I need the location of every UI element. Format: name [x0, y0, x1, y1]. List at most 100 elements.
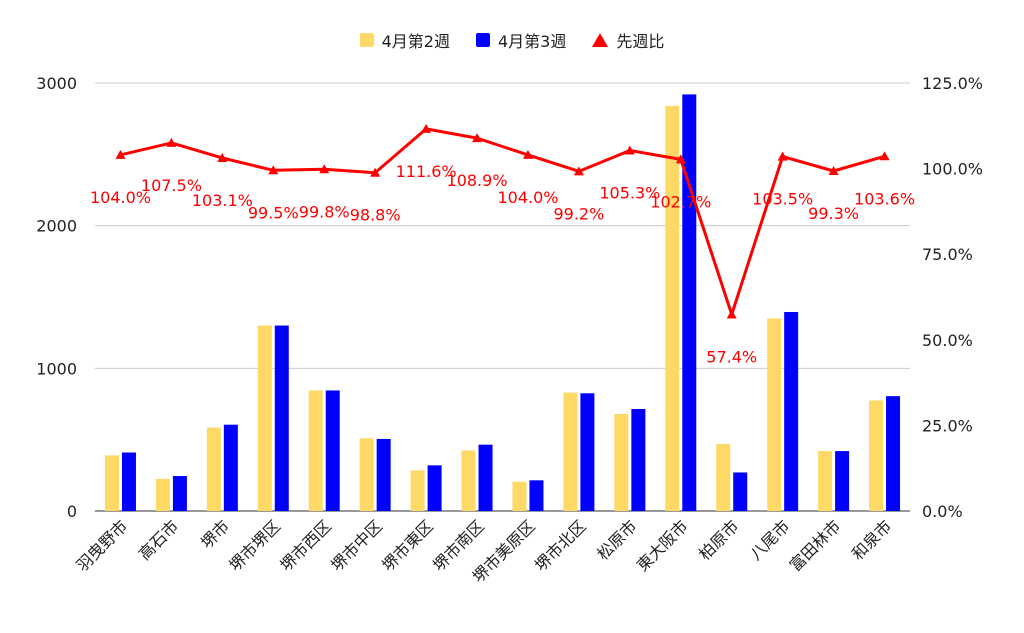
bar-week3	[631, 408, 646, 511]
bar-week3	[529, 480, 544, 511]
ratio-marker	[675, 154, 686, 164]
ratio-data-label: 103.5%	[752, 190, 813, 209]
ratio-data-label: 107.5%	[141, 176, 202, 195]
category-label: 堺市東区	[378, 516, 437, 575]
ratio-marker	[828, 165, 839, 175]
right-axis-tick-label: 100.0%	[922, 160, 983, 179]
left-axis-tick-label: 3000	[36, 74, 77, 93]
bar-week3	[478, 444, 493, 511]
ratio-marker	[421, 123, 432, 133]
bar-week3	[376, 438, 391, 511]
bar-week2	[308, 390, 323, 511]
category-label: 堺市北区	[531, 516, 590, 575]
ratio-data-label: 111.6%	[396, 162, 457, 181]
category-label: 羽曳野市	[73, 516, 132, 575]
bar-week2	[563, 392, 578, 511]
left-axis-tick-label: 2000	[36, 217, 77, 236]
bar-week3	[121, 452, 136, 511]
category-label: 東大阪市	[633, 516, 692, 575]
legend-label-week2: 4月第2週	[381, 32, 450, 51]
ratio-marker	[319, 164, 330, 174]
bar-week3	[682, 94, 697, 511]
legend-swatch-week2	[359, 33, 374, 47]
category-label: 柏原市	[695, 516, 742, 563]
legend: 4月第2週 4月第3週 先週比	[0, 28, 1024, 52]
bar-week2	[665, 105, 680, 512]
bar-week3	[325, 390, 340, 511]
left-axis-tick-label: 1000	[36, 359, 77, 378]
bar-week3	[580, 393, 595, 511]
legend-item-ratio: 先週比	[592, 28, 664, 52]
legend-item-week2: 4月第2週	[359, 28, 450, 52]
category-label: 堺市	[197, 516, 233, 552]
right-axis-tick-label: 0.0%	[922, 502, 963, 521]
ratio-marker	[115, 149, 126, 159]
category-label: 和泉市	[848, 516, 895, 563]
ratio-data-label: 103.1%	[192, 191, 253, 210]
right-axis-tick-label: 25.0%	[922, 416, 973, 435]
ratio-data-label: 104.0%	[497, 188, 558, 207]
category-label: 松原市	[593, 516, 640, 563]
bar-week2	[257, 325, 272, 511]
legend-triangle-icon	[592, 33, 609, 47]
ratio-data-label: 99.2%	[553, 204, 604, 223]
ratio-marker	[166, 137, 177, 147]
ratio-data-label: 99.5%	[248, 203, 299, 222]
bar-week3	[427, 465, 442, 511]
bar-week3	[733, 472, 748, 511]
legend-label-week3: 4月第3週	[497, 32, 567, 51]
ratio-data-label: 102.7%	[650, 192, 711, 211]
right-axis-tick-label: 125.0%	[922, 74, 983, 93]
bar-week2	[512, 481, 527, 511]
category-label: 八尾市	[746, 516, 793, 563]
bar-week2	[410, 470, 425, 511]
category-label: 高石市	[135, 516, 182, 563]
bar-week2	[359, 438, 374, 511]
ratio-marker	[624, 145, 635, 155]
ratio-marker	[777, 151, 788, 161]
legend-label-ratio: 先週比	[616, 32, 665, 51]
ratio-data-label: 103.6%	[854, 189, 915, 208]
bar-week3	[835, 451, 850, 511]
ratio-data-label: 57.4%	[706, 347, 757, 366]
ratio-marker	[268, 165, 279, 175]
bar-week2	[716, 443, 731, 511]
legend-item-week3: 4月第3週	[475, 28, 567, 52]
ratio-line	[120, 127, 885, 316]
bar-week2	[869, 400, 884, 511]
ratio-marker	[217, 152, 228, 162]
bar-week2	[767, 318, 782, 511]
ratio-marker	[472, 133, 483, 143]
bar-week2	[155, 478, 170, 511]
ratio-data-label: 98.8%	[350, 206, 401, 225]
ratio-data-label: 108.9%	[447, 171, 508, 190]
bar-week3	[172, 476, 187, 511]
category-label: 堺市中区	[327, 516, 386, 575]
bar-week3	[223, 424, 238, 511]
legend-swatch-week3	[475, 33, 490, 47]
bar-week3	[274, 325, 289, 511]
ratio-data-label: 99.8%	[299, 202, 350, 221]
category-label: 富田林市	[786, 516, 845, 575]
right-axis-tick-label: 50.0%	[922, 331, 973, 350]
ratio-marker	[370, 167, 381, 177]
ratio-data-label: 105.3%	[599, 183, 660, 202]
bar-week2	[818, 451, 833, 511]
ratio-marker	[522, 149, 533, 159]
bar-week2	[614, 413, 629, 511]
bar-week2	[206, 427, 221, 511]
ratio-data-label: 99.3%	[808, 204, 859, 223]
bar-week3	[784, 311, 799, 511]
bar-week3	[886, 396, 901, 511]
category-label: 堺市西区	[276, 516, 335, 575]
bar-week2	[104, 455, 119, 511]
right-axis-tick-label: 75.0%	[922, 245, 973, 264]
ratio-data-label: 104.0%	[90, 188, 151, 207]
left-axis-tick-label: 0	[67, 502, 77, 521]
bar-week2	[461, 450, 476, 511]
category-label: 堺市堺区	[225, 516, 284, 575]
ratio-marker	[726, 309, 737, 319]
ratio-marker	[879, 151, 890, 161]
ratio-marker	[573, 166, 584, 176]
